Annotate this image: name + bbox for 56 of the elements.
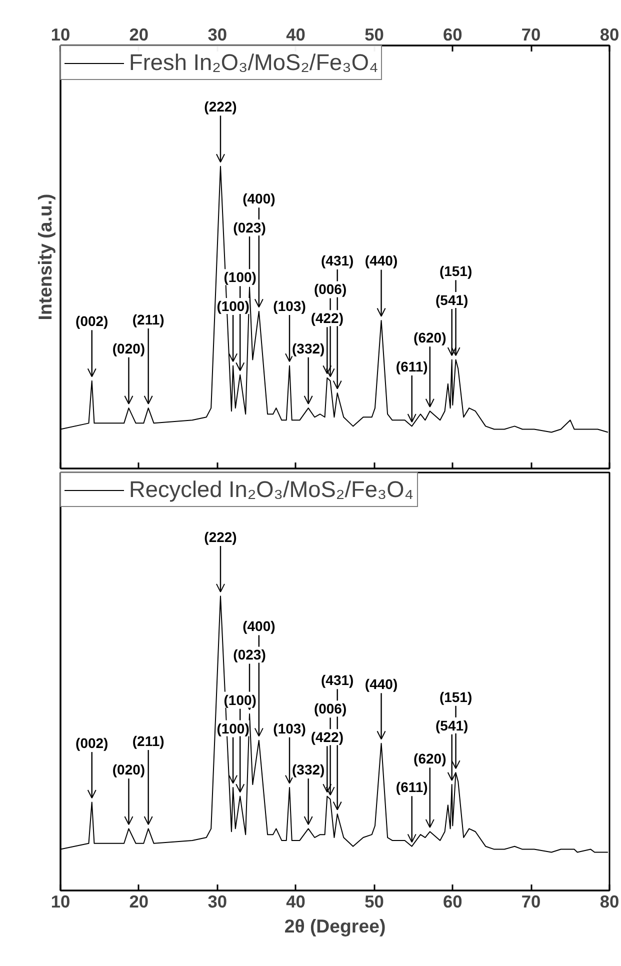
annotation: (400) [242, 190, 276, 207]
annotation: (100) [224, 692, 256, 708]
annotation: (002) [76, 735, 108, 752]
annotation: (431) [321, 252, 354, 268]
x-tick-label: 40 [286, 892, 306, 912]
annotation: (422) [310, 310, 344, 326]
annotation: (006) [314, 700, 347, 717]
x2-tick-label: 40 [286, 24, 306, 44]
x-axis-title: 2θ (Degree) [284, 916, 386, 936]
x-tick-label: 70 [521, 892, 541, 912]
annotation: (020) [112, 340, 146, 356]
legend-label: Fresh In₂O₃/MoS₂/Fe₃O₄ [129, 49, 378, 76]
x-tick-label: 80 [600, 892, 620, 912]
annotation: (620) [414, 330, 446, 346]
x2-tick-label: 80 [600, 24, 620, 44]
annotation: (431) [321, 672, 354, 688]
x2-tick-label: 70 [521, 24, 541, 44]
annotation: (541) [436, 717, 468, 734]
annotation: (100) [216, 720, 250, 736]
y-axis-title: Intensity (a.u.) [34, 194, 56, 320]
x-tick-label: 30 [208, 892, 227, 912]
annotation: (440) [364, 676, 398, 692]
annotation: (006) [314, 281, 347, 298]
annotation: (100) [224, 269, 256, 286]
annotation: (151) [439, 688, 472, 705]
annotation: (541) [436, 292, 468, 308]
annotation: (023) [233, 219, 266, 236]
annotation: (222) [204, 98, 237, 115]
annotation: (023) [233, 646, 266, 663]
annotation: (211) [132, 311, 164, 328]
annotation: (020) [112, 762, 146, 778]
annotation: (332) [292, 340, 325, 356]
x2-tick-label: 10 [50, 24, 70, 44]
x2-tick-label: 50 [364, 24, 384, 44]
annotation: (211) [132, 732, 164, 749]
annotation: (611) [396, 358, 428, 374]
x2-tick-label: 20 [129, 24, 149, 44]
annotation: (002) [76, 313, 108, 330]
annotation: (440) [364, 252, 398, 269]
annotation: (400) [242, 618, 276, 634]
x-tick-label: 10 [50, 892, 70, 912]
annotation: (100) [216, 298, 250, 314]
x-tick-label: 20 [129, 892, 149, 912]
annotation: (103) [273, 720, 306, 736]
annotation: (620) [414, 750, 446, 767]
annotation: (332) [292, 762, 325, 778]
x-tick-label: 60 [443, 892, 462, 912]
annotation: (222) [204, 528, 237, 545]
annotation: (611) [396, 779, 428, 796]
annotation: (103) [273, 298, 306, 314]
annotation: (151) [439, 263, 472, 280]
x-tick-label: 50 [364, 892, 384, 912]
x2-tick-label: 30 [208, 24, 227, 44]
annotation: (422) [310, 729, 344, 746]
x2-tick-label: 60 [443, 24, 462, 44]
legend-label: Recycled In₂O₃/MoS₂/Fe₃O₄ [129, 476, 414, 503]
